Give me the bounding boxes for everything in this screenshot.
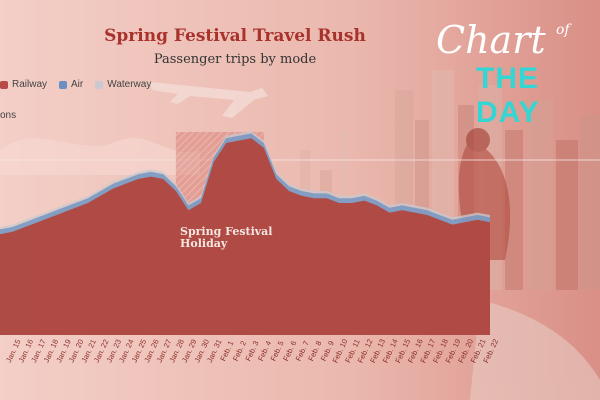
- legend-item-air[interactable]: Air: [59, 79, 83, 90]
- legend-swatch-waterway: [95, 80, 104, 89]
- chart-title: Spring Festival Travel Rush: [104, 26, 366, 46]
- chart-legend: Railway Air Waterway: [0, 79, 151, 90]
- series-area-railway: [0, 138, 490, 335]
- cloud-illustration: [0, 137, 200, 175]
- logo-text-the-day: THE DAY: [476, 62, 540, 129]
- legend-item-railway[interactable]: Railway: [0, 79, 47, 90]
- holiday-annotation: Spring Festival Holiday: [180, 225, 273, 250]
- legend-item-waterway[interactable]: Waterway: [95, 79, 151, 90]
- legend-label-air: Air: [71, 79, 84, 90]
- airplane-illustration: [150, 82, 268, 118]
- chart-of-the-day-logo: Chart of THE DAY: [432, 16, 600, 129]
- chart-subtitle: Passenger trips by mode: [153, 52, 317, 67]
- y-axis-unit-label: ons: [0, 110, 17, 121]
- legend-swatch-air: [59, 80, 68, 89]
- legend-label-railway: Railway: [12, 79, 48, 90]
- logo-text-chart: Chart: [436, 18, 546, 62]
- legend-label-waterway: Waterway: [107, 79, 152, 90]
- logo-text-of: of: [556, 22, 570, 38]
- legend-swatch-railway: [0, 80, 8, 89]
